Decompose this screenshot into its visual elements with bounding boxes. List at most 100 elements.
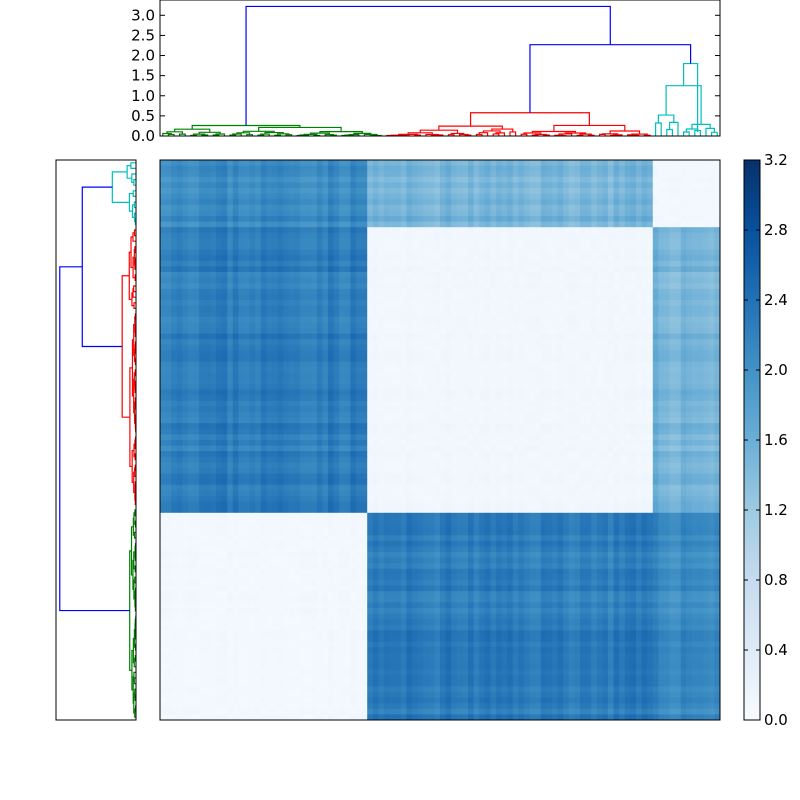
heatmap-cell (512, 176, 519, 183)
heatmap-cell (445, 367, 452, 374)
heatmap-cell (367, 389, 374, 396)
heatmap-cell (686, 339, 693, 346)
heatmap-cell (238, 339, 245, 346)
heatmap-cell (518, 333, 525, 340)
heatmap-cell (400, 210, 407, 217)
top-dendrogram-link (285, 134, 293, 136)
heatmap-cell (272, 333, 278, 340)
heatmap-cell (176, 389, 183, 396)
heatmap-cell (328, 311, 334, 318)
heatmap-cell (176, 311, 183, 318)
heatmap-cell (406, 176, 413, 183)
heatmap-cell (708, 300, 715, 306)
heatmap-cell (664, 227, 670, 234)
heatmap-cell (619, 171, 626, 178)
heatmap-cell (580, 384, 586, 390)
heatmap-cell (199, 328, 206, 334)
heatmap-cell (697, 232, 704, 239)
heatmap-cell (395, 249, 402, 256)
heatmap-cell (176, 277, 183, 284)
heatmap-cell (412, 361, 418, 368)
heatmap-cell (333, 367, 340, 374)
heatmap-cell (580, 283, 586, 290)
heatmap-cell (165, 188, 172, 194)
heatmap-cell (412, 238, 418, 245)
heatmap-cell (574, 238, 581, 245)
heatmap-cell (400, 193, 407, 200)
heatmap-cell (255, 305, 262, 312)
heatmap-cell (412, 356, 418, 362)
heatmap-cell (160, 266, 166, 273)
heatmap-cell (160, 260, 166, 267)
heatmap-cell (372, 378, 379, 385)
heatmap-cell (596, 400, 603, 407)
top-dendrogram-link (613, 134, 623, 136)
heatmap-cell (333, 160, 340, 166)
heatmap-cell (580, 160, 586, 166)
heatmap-cell (216, 389, 222, 396)
heatmap-cell (216, 400, 222, 407)
top-dendrogram-link (258, 126, 342, 132)
left-dendrogram-link (133, 512, 136, 525)
heatmap-cell (428, 244, 435, 250)
heatmap-cell (423, 400, 430, 407)
heatmap-cell (451, 227, 458, 234)
heatmap-cell (484, 249, 491, 256)
heatmap-cell (585, 339, 592, 346)
heatmap-cell (328, 277, 334, 284)
heatmap-cell (479, 199, 486, 206)
heatmap-cell (574, 395, 581, 402)
heatmap-cell (227, 417, 234, 424)
heatmap-cell (591, 288, 598, 295)
heatmap-cell (557, 372, 564, 379)
heatmap-cell (501, 266, 508, 273)
heatmap-cell (305, 277, 312, 284)
heatmap-cell (512, 160, 519, 166)
heatmap-cell (238, 244, 245, 250)
heatmap-cell (221, 204, 228, 211)
heatmap-cell (216, 361, 222, 368)
heatmap-cell (372, 316, 379, 323)
heatmap-cell (311, 204, 318, 211)
heatmap-cell (557, 249, 564, 256)
heatmap-cell (322, 255, 329, 262)
heatmap-cell (535, 372, 542, 379)
heatmap-cell (451, 199, 458, 206)
heatmap-cell (456, 322, 463, 329)
heatmap-cell (568, 339, 575, 346)
heatmap-cell (378, 221, 385, 228)
heatmap-cell (316, 406, 323, 413)
heatmap-cell (568, 176, 575, 183)
heatmap-cell (255, 255, 262, 262)
heatmap-cell (193, 333, 200, 340)
heatmap-cell (406, 384, 413, 390)
heatmap-cell (389, 283, 396, 290)
heatmap-cell (563, 356, 570, 362)
heatmap-cell (546, 350, 553, 357)
heatmap-cell (423, 283, 430, 290)
heatmap-cell (624, 199, 631, 206)
heatmap-cell (339, 350, 346, 357)
heatmap-cell (193, 372, 200, 379)
heatmap-cell (428, 322, 435, 329)
heatmap-cell (255, 406, 262, 413)
heatmap-cell (613, 400, 620, 407)
heatmap-cell (199, 406, 206, 413)
heatmap-cell (344, 322, 351, 329)
left-dendrogram-link (131, 449, 135, 483)
heatmap-cell (165, 400, 172, 407)
heatmap-cell (227, 339, 234, 346)
heatmap-cell (596, 193, 603, 200)
heatmap-cell (350, 300, 357, 306)
heatmap-cell (350, 272, 357, 278)
heatmap-cell (311, 361, 318, 368)
heatmap-cell (518, 311, 525, 318)
heatmap-cell (686, 249, 693, 256)
heatmap-cell (624, 204, 631, 211)
heatmap-cell (260, 216, 267, 222)
heatmap-cell (333, 339, 340, 346)
heatmap-cell (535, 333, 542, 340)
heatmap-cell (596, 232, 603, 239)
heatmap-cell (602, 227, 609, 234)
heatmap-cell (563, 333, 570, 340)
